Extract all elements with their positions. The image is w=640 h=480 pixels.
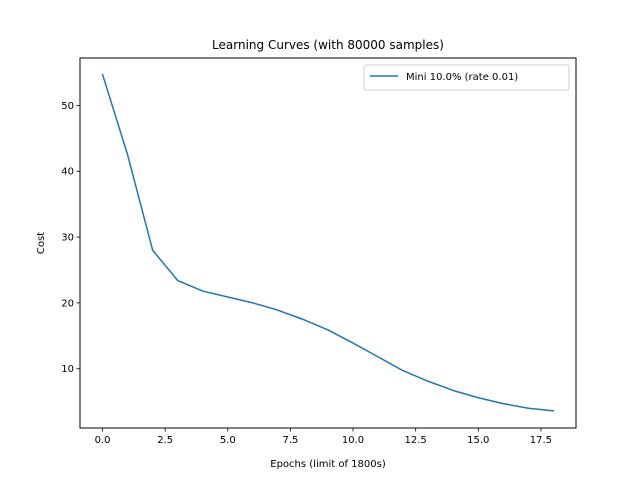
x-tick-label: 17.5 <box>530 435 552 446</box>
x-axis-label: Epochs (limit of 1800s) <box>270 459 386 470</box>
x-tick-label: 0.0 <box>95 435 111 446</box>
x-tick-label: 2.5 <box>157 435 173 446</box>
series-layer <box>101 73 555 412</box>
y-axis-ticks: 10 20 30 40 50 <box>61 101 80 375</box>
legend-box <box>363 64 570 91</box>
legend-label: Mini 10.0% (rate 0.01) <box>406 72 518 83</box>
x-tick-label: 7.5 <box>282 435 298 446</box>
y-axis-label: Cost <box>36 232 47 254</box>
y-tick-label: 10 <box>61 364 74 375</box>
y-tick-label: 20 <box>61 298 74 309</box>
chart-title: Learning Curves (with 80000 samples) <box>212 38 444 52</box>
legend: Mini 10.0% (rate 0.01) <box>363 64 570 91</box>
y-tick-label: 50 <box>61 101 74 112</box>
x-tick-label: 10.0 <box>342 435 364 446</box>
y-tick-label: 30 <box>61 233 74 244</box>
y-tick-label: 40 <box>61 167 74 178</box>
x-axis-ticks: 0.0 2.5 5.0 7.5 10.0 12.5 15.0 17.5 <box>95 428 552 446</box>
axes-frame <box>79 57 577 429</box>
x-tick-label: 12.5 <box>405 435 427 446</box>
x-tick-label: 5.0 <box>220 435 236 446</box>
x-tick-label: 15.0 <box>467 435 489 446</box>
